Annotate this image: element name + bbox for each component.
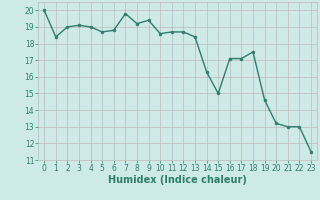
X-axis label: Humidex (Indice chaleur): Humidex (Indice chaleur) (108, 175, 247, 185)
